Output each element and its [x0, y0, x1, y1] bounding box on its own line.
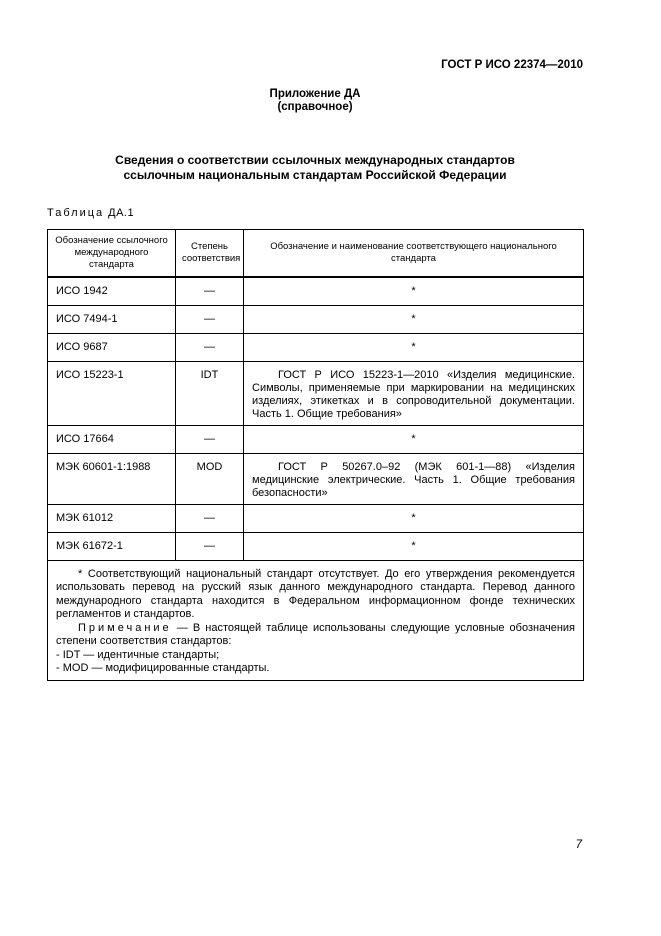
table-footnote-row: * Соответствующий национальный стандарт … [47, 559, 584, 681]
degree-cell: — [175, 332, 244, 362]
degree-cell: — [175, 424, 244, 454]
table-row: МЭК 61672-1 — * [47, 531, 584, 561]
column-header-degree: Степень соответствия [175, 229, 244, 278]
note-item-idt: - IDT — идентичные стандарты; [56, 648, 220, 661]
section-title: Сведения о соответствии ссылочных междун… [47, 153, 583, 183]
appendix-subheading: (справочное) [277, 101, 353, 113]
national-cell: * [243, 503, 584, 533]
table-caption-number: ДА.1 [108, 207, 135, 219]
standard-cell: ИСО 9687 [47, 332, 176, 362]
page-content: ГОСТ Р ИСО 22374—2010 Приложение ДА (спр… [47, 0, 584, 681]
table-row: ИСО 7494-1 — * [47, 304, 584, 334]
standard-cell: МЭК 61012 [47, 503, 176, 533]
table-footnote-cell: * Соответствующий национальный стандарт … [47, 559, 584, 681]
degree-cell: IDT [175, 360, 244, 426]
standard-cell: МЭК 60601-1:1988 [47, 452, 176, 505]
national-cell: * [243, 276, 584, 306]
table-row: МЭК 61012 — * [47, 503, 584, 533]
section-title-line1: Сведения о соответствии ссылочных междун… [115, 153, 515, 167]
running-header-standard-number: ГОСТ Р ИСО 22374—2010 [441, 59, 583, 71]
table-row: ИСО 17664 — * [47, 424, 584, 454]
standards-correspondence-table: Обозначение ссылочного международного ст… [47, 229, 584, 681]
table-row: ИСО 9687 — * [47, 332, 584, 362]
appendix-heading-block: Приложение ДА (справочное) [47, 88, 583, 114]
national-cell: * [243, 304, 584, 334]
degree-cell: — [175, 503, 244, 533]
standard-cell: ИСО 15223-1 [47, 360, 176, 426]
table-footnote: * Соответствующий национальный стандарт … [56, 567, 575, 621]
national-cell: * [243, 424, 584, 454]
note-label: Примечание [78, 621, 172, 634]
degree-cell: — [175, 531, 244, 561]
section-title-line2: ссылочным национальным стандартам Россий… [123, 168, 507, 182]
column-header-national-standard: Обозначение и наименование соответствующ… [243, 229, 584, 278]
standard-cell: ИСО 17664 [47, 424, 176, 454]
standard-cell: МЭК 61672-1 [47, 531, 176, 561]
degree-cell: MOD [175, 452, 244, 505]
page-number: 7 [575, 839, 582, 851]
national-cell: ГОСТ Р 50267.0–92 (МЭК 601-1—88) «Издели… [243, 452, 584, 505]
national-cell: * [243, 332, 584, 362]
national-cell: ГОСТ Р ИСО 15223-1—2010 «Изделия медицин… [243, 360, 584, 426]
table-caption-word: Таблица [47, 207, 105, 219]
table-caption: Таблица ДА.1 [47, 207, 583, 219]
column-header-international-standard: Обозначение ссылочного международного ст… [47, 229, 176, 278]
table-note: Примечание — В настоящей таблице использ… [56, 622, 575, 649]
degree-cell: — [175, 276, 244, 306]
note-text: — В настоящей таблице использованы следу… [56, 621, 575, 648]
note-item-mod: - MOD — модифицированные стандарты. [56, 662, 270, 674]
standard-cell: ИСО 7494-1 [47, 304, 176, 334]
national-cell: * [243, 531, 584, 561]
table-row: ИСО 1942 — * [47, 276, 584, 306]
table-row: МЭК 60601-1:1988 MOD ГОСТ Р 50267.0–92 (… [47, 452, 584, 505]
degree-cell: — [175, 304, 244, 334]
appendix-heading: Приложение ДА [269, 88, 361, 100]
table-header-row: Обозначение ссылочного международного ст… [47, 229, 584, 278]
table-row: ИСО 15223-1 IDT ГОСТ Р ИСО 15223-1—2010 … [47, 360, 584, 426]
standard-cell: ИСО 1942 [47, 276, 176, 306]
